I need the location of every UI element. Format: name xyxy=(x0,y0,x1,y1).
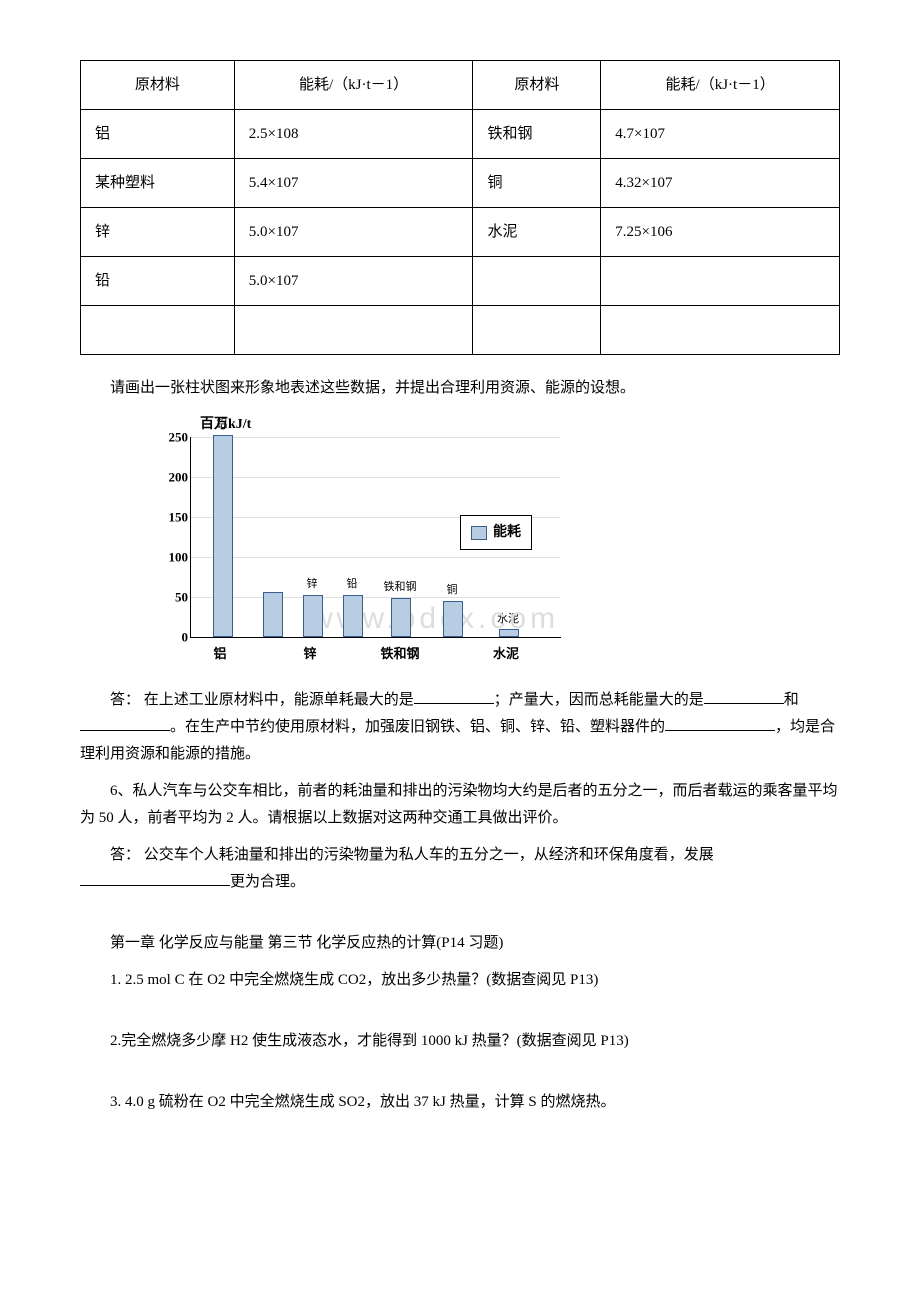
ans6-suffix: 更为合理。 xyxy=(230,874,305,890)
chart-bar-label: 铅 xyxy=(347,575,358,595)
spacer xyxy=(80,1006,840,1016)
spacer xyxy=(80,908,840,918)
table-cell xyxy=(601,257,840,306)
chart-bar xyxy=(499,629,519,637)
chart-bar xyxy=(213,435,233,637)
table-cell: 7.25×106 xyxy=(601,208,840,257)
chart-bar xyxy=(343,595,363,637)
table-cell: 5.0×107 xyxy=(234,257,473,306)
table-cell xyxy=(81,306,235,355)
table-cell: 5.0×107 xyxy=(234,208,473,257)
section-title: 第一章 化学反应与能量 第三节 化学反应热的计算(P14 习题) xyxy=(80,930,840,957)
table-cell: 2.5×108 xyxy=(234,110,473,159)
chart-legend: 能耗 xyxy=(460,515,532,550)
table-cell: 水泥 xyxy=(473,208,601,257)
table-cell: 铜 xyxy=(473,159,601,208)
blank xyxy=(80,870,230,886)
table-cell xyxy=(234,306,473,355)
chart-bar xyxy=(443,601,463,638)
chart-bar xyxy=(303,595,323,637)
table-cell xyxy=(601,306,840,355)
chart-ytick: 200 xyxy=(140,465,188,488)
blank xyxy=(414,688,494,704)
th-material-2: 原材料 xyxy=(473,61,601,110)
question-2: 2.完全燃烧多少摩 H2 使生成液态水，才能得到 1000 kJ 热量？(数据查… xyxy=(80,1028,840,1055)
chart-bar xyxy=(391,598,411,638)
ans5-mid2: 和 xyxy=(784,692,799,708)
chart-ytick: 100 xyxy=(140,545,188,568)
chart-bar-label: 水泥 xyxy=(497,610,519,630)
table-cell: 4.32×107 xyxy=(601,159,840,208)
table-cell: 锌 xyxy=(81,208,235,257)
table-cell xyxy=(473,257,601,306)
chart-bar-label: 铝 xyxy=(217,415,228,435)
answer-5: 答： 在上述工业原材料中，能源单耗最大的是 ；产量大，因而总耗能量大的是 和。在生产… xyxy=(80,687,840,768)
table-cell xyxy=(473,306,601,355)
materials-table: 原材料 能耗/（kJ·t－1） 原材料 能耗/（kJ·t－1） 铝 2.5×10… xyxy=(80,60,840,355)
chart-x-label: 水泥 xyxy=(493,642,519,665)
question-1: 1. 2.5 mol C 在 O2 中完全燃烧生成 CO2，放出多少热量？(数据… xyxy=(80,967,840,994)
answer-6: 答： 公交车个人耗油量和排出的污染物量为私人车的五分之一，从经济和环保角度看，发… xyxy=(80,842,840,896)
th-energy-2: 能耗/（kJ·t－1） xyxy=(601,61,840,110)
ans5-mid1: ；产量大，因而总耗能量大的是 xyxy=(494,692,704,708)
chart-bar xyxy=(263,592,283,637)
th-energy-1: 能耗/（kJ·t－1） xyxy=(234,61,473,110)
chart-ytick: 250 xyxy=(140,425,188,448)
spacer xyxy=(80,1067,840,1077)
chart-bar-label: 铜 xyxy=(447,581,458,601)
chart-ytick: 50 xyxy=(140,585,188,608)
table-cell: 某种塑料 xyxy=(81,159,235,208)
th-material-1: 原材料 xyxy=(81,61,235,110)
chart-y-title: 百万kJ/t xyxy=(200,412,840,437)
blank xyxy=(704,688,784,704)
chart-ytick: 0 xyxy=(140,625,188,648)
chart-bar-label: 锌 xyxy=(307,575,318,595)
energy-bar-chart: 百万kJ/t 050100150200250www.bdcx.com铝锌铅铁和钢… xyxy=(140,412,840,667)
legend-swatch xyxy=(471,526,487,540)
blank xyxy=(80,715,170,731)
ans5-mid3: 。在生产中节约使用原材料，加强废旧钢铁、铝、铜、锌、铅、塑料器件的 xyxy=(170,719,665,735)
table-cell: 4.7×107 xyxy=(601,110,840,159)
table-cell: 铁和钢 xyxy=(473,110,601,159)
chart-x-label: 铁和钢 xyxy=(380,642,419,665)
question-3: 3. 4.0 g 硫粉在 O2 中完全燃烧生成 SO2，放出 37 kJ 热量，… xyxy=(80,1089,840,1116)
table-cell: 铝 xyxy=(81,110,235,159)
chart-x-label: 锌 xyxy=(303,642,316,665)
legend-label: 能耗 xyxy=(493,520,521,545)
ans6-prefix: 答： 公交车个人耗油量和排出的污染物量为私人车的五分之一，从经济和环保角度看，发… xyxy=(110,847,714,863)
question-6: 6、私人汽车与公交车相比，前者的耗油量和排出的污染物均大约是后者的五分之一，而后… xyxy=(80,778,840,832)
table-cell: 铅 xyxy=(81,257,235,306)
blank xyxy=(665,715,775,731)
ans5-prefix: 答： 在上述工业原材料中，能源单耗最大的是 xyxy=(110,692,414,708)
chart-x-label: 铝 xyxy=(213,642,226,665)
chart-bar-label: 铁和钢 xyxy=(384,578,417,598)
table-cell: 5.4×107 xyxy=(234,159,473,208)
chart-ytick: 150 xyxy=(140,505,188,528)
chart-intro: 请画出一张柱状图来形象地表述这些数据，并提出合理利用资源、能源的设想。 xyxy=(80,375,840,402)
